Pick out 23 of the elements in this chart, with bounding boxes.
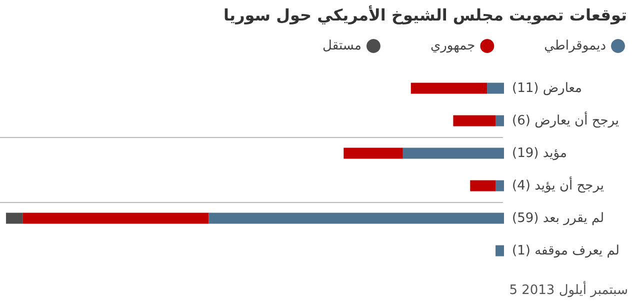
bar [470,180,496,192]
text: 5 سبتمبر أيلول 2013 [509,281,628,298]
chart-title: توقعات تصويت مجلس الشيوخ الأمريكي حول سوريا [224,4,627,24]
bar [453,115,496,126]
bar [487,82,504,94]
legend-label: جمهوري [430,38,476,54]
y-tick-label: مؤيد (19) [512,146,567,161]
bar [496,180,504,192]
y-tick-label: يرجح أن يؤيد (4) [512,176,604,194]
bar [22,212,209,224]
legend-label: مستقل [322,38,362,54]
bar [344,148,403,159]
y-tick-label: معارض (11) [512,80,582,96]
bar [402,148,504,159]
bar [496,115,504,126]
y-tick-label: لم يقرر بعد (59) [512,210,604,226]
bar [208,212,504,224]
y-tick-label: يرجح أن يعارض (6) [512,111,620,128]
bar [496,245,504,256]
bar [410,82,488,94]
legend-label: ديموقراطي [544,38,606,54]
bar [6,212,23,224]
y-tick-label: لم يعرف موقفه (1) [512,243,620,258]
